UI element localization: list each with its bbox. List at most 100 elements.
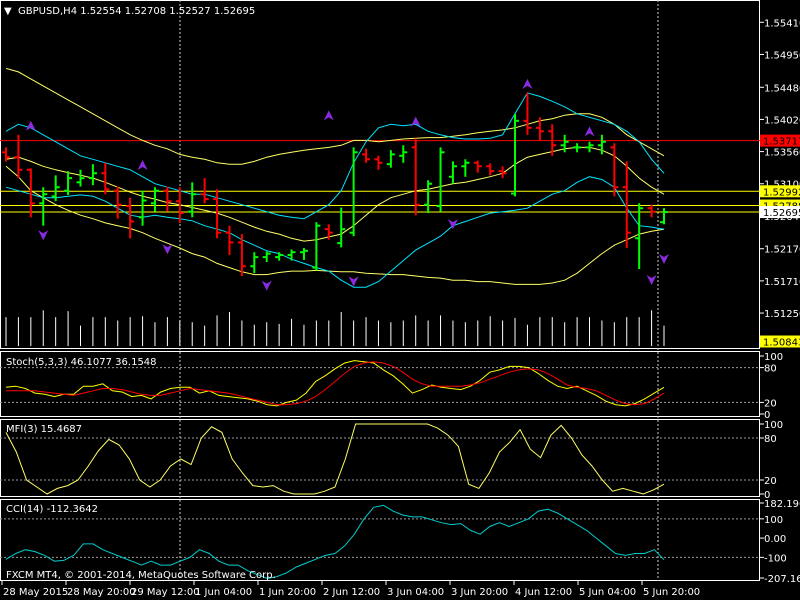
fractal-down-arrow (348, 276, 359, 287)
ohlc-bar[interactable] (349, 147, 358, 237)
time-axis-label: 3 Jun 20:00 (451, 587, 508, 598)
ohlc-bar[interactable] (399, 145, 408, 163)
price-axis-label: 1.54020 (764, 115, 800, 126)
ohlc-bar[interactable] (138, 190, 147, 226)
time-axis-label: 29 May 12:00 (131, 587, 200, 598)
ohlc-bar[interactable] (150, 187, 159, 212)
ohlc-bar[interactable] (213, 189, 222, 239)
mfi-axis-label: 0 (764, 490, 770, 501)
ohlc-bar[interactable] (573, 143, 582, 153)
ohlc-bar[interactable] (374, 155, 383, 170)
ohlc-bar[interactable] (275, 252, 284, 261)
ohlc-bar[interactable] (498, 166, 507, 179)
ohlc-bar[interactable] (324, 224, 333, 240)
cci-axis-label: 100 (764, 515, 783, 526)
chart-menu-arrow[interactable]: ▼ (4, 6, 12, 17)
price-axis-label: 1.51710 (764, 277, 800, 288)
ohlc-bar[interactable] (523, 92, 532, 135)
cci-axis-label: 0.00 (764, 534, 786, 545)
ohlc-bar[interactable] (2, 147, 10, 162)
ohlc-bar[interactable] (535, 117, 544, 141)
price-axis-label: 1.52170 (764, 245, 800, 256)
time-axis-label: 3 Jun 04:00 (387, 587, 444, 598)
ohlc-bar[interactable] (39, 187, 48, 226)
price-axis-label: 1.51250 (764, 309, 800, 320)
stoch-axis-label: 100 (764, 352, 783, 363)
fractal-down-arrow (646, 275, 657, 286)
ohlc-bar[interactable] (647, 204, 656, 218)
mfi-axis-label: 80 (764, 434, 777, 445)
price-axis-label: 1.53100 (764, 180, 800, 191)
stoch-title: Stoch(5,3,3) 46.1077 36.1548 (6, 357, 157, 368)
ohlc-bar[interactable] (461, 159, 470, 177)
main-chart-frame (0, 0, 760, 349)
fractal-up-arrow (25, 120, 36, 131)
ohlc-bar[interactable] (362, 148, 371, 163)
ohlc-bar[interactable] (660, 208, 668, 225)
ohlc-bar[interactable] (64, 171, 73, 195)
ohlc-bar[interactable] (250, 252, 259, 274)
time-axis-label: 28 May 2015 (3, 587, 68, 598)
ohlc-bar[interactable] (436, 147, 445, 212)
ohlc-bar[interactable] (126, 197, 135, 239)
bollinger-lower-line (5, 176, 665, 288)
ohlc-bar[interactable] (299, 248, 308, 260)
ohlc-bar[interactable] (262, 251, 271, 263)
ohlc-bar[interactable] (175, 187, 184, 223)
time-axis-label: 4 Jun 12:00 (515, 587, 572, 598)
svg-text:1.52992: 1.52992 (763, 187, 800, 198)
mfi-MFI-line (5, 423, 665, 495)
ohlc-bar[interactable] (337, 207, 346, 248)
fractal-down-arrow (162, 244, 173, 255)
ohlc-bar[interactable] (473, 160, 482, 173)
ohlc-bar[interactable] (548, 124, 557, 156)
time-axis-label: 5 Jun 04:00 (579, 587, 636, 598)
ohlc-bar[interactable] (188, 182, 197, 218)
ohlc-bar[interactable] (411, 138, 420, 216)
ohlc-bar[interactable] (225, 225, 234, 256)
svg-text:1.50843: 1.50843 (763, 337, 800, 348)
ohlc-bar[interactable] (560, 134, 569, 153)
stoch-main-line (5, 360, 665, 407)
ohlc-bar[interactable] (486, 163, 495, 176)
stoch-signal-line (6, 361, 665, 406)
ohlc-bar[interactable] (635, 203, 644, 270)
ohlc-bar[interactable] (113, 186, 122, 219)
ohlc-bar[interactable] (287, 249, 296, 261)
ohlc-bar[interactable] (622, 161, 631, 249)
ohlc-bar[interactable] (26, 168, 35, 218)
ohlc-bar[interactable] (163, 186, 172, 212)
price-axis-label: 1.54480 (764, 83, 800, 94)
ohlc-bar[interactable] (200, 178, 209, 204)
fractal-down-arrow (447, 219, 458, 230)
bollinger-middle-line (5, 146, 665, 242)
cci-panel-frame (0, 499, 760, 581)
time-axis-label: 5 Jun 20:00 (643, 587, 700, 598)
cci-title: CCI(14) -112.3642 (6, 504, 98, 515)
ohlc-bar[interactable] (585, 141, 594, 153)
ohlc-bar[interactable] (511, 113, 520, 197)
ohlc-bar[interactable] (14, 134, 23, 179)
price-tag: 1.53717 (760, 134, 800, 148)
mfi-axis-label: 100 (764, 420, 783, 431)
stoch-axis-label: 0 (764, 410, 770, 421)
ohlc-bar[interactable] (76, 169, 85, 187)
ohlc-bar[interactable] (597, 134, 606, 155)
ohlc-bar[interactable] (386, 150, 395, 168)
ohlc-bar[interactable] (610, 143, 619, 197)
ohlc-bar[interactable] (88, 164, 97, 186)
svg-text:1.52695: 1.52695 (763, 208, 800, 219)
mfi-panel-frame (0, 419, 760, 497)
watermark: FXCM MT4, © 2001-2014, MetaQuotes Softwa… (6, 570, 276, 581)
ohlc-bar[interactable] (237, 234, 246, 277)
ohlc-bar[interactable] (424, 180, 433, 214)
ohlc-bar[interactable] (101, 162, 110, 195)
stoch-panel-frame (0, 351, 760, 417)
price-tag: 1.50843 (760, 335, 800, 348)
ohlc-bar[interactable] (448, 161, 457, 184)
ohlc-bar[interactable] (312, 222, 321, 271)
fractal-up-arrow (323, 110, 334, 121)
mfi-title: MFI(3) 15.4687 (6, 424, 82, 435)
ohlc-bar[interactable] (51, 175, 60, 202)
